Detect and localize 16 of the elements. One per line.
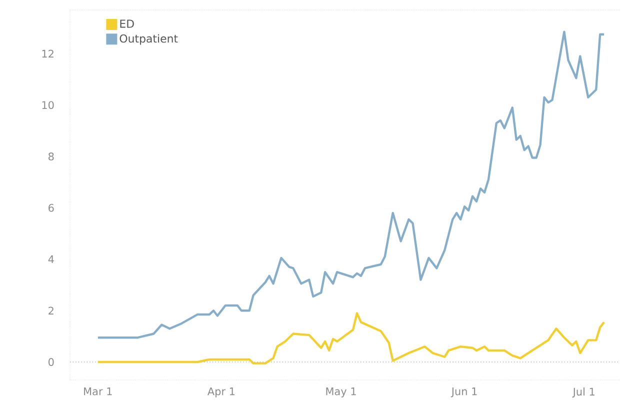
y-tick-label: 4	[48, 255, 54, 264]
line-series	[96, 30, 606, 339]
y-tick-label: 2	[48, 306, 54, 315]
legend-label: Outpatient	[120, 34, 178, 45]
y-tick-label: 0	[48, 358, 54, 366]
x-tick-label: Jul 1	[572, 388, 594, 398]
legend-label: ED	[120, 20, 134, 28]
y-tick-label: 8	[48, 152, 54, 160]
y-tick-label: 12	[42, 50, 54, 58]
x-tick-label: Apr 1	[207, 388, 235, 398]
x-tick-label: May 1	[326, 388, 356, 398]
y-tick-label: 10	[42, 101, 54, 110]
x-tick-label: Mar 1	[84, 388, 112, 396]
y-tick-label: 6	[48, 204, 54, 212]
line-series	[96, 312, 606, 364]
x-tick-label: Jun 1	[450, 388, 477, 398]
